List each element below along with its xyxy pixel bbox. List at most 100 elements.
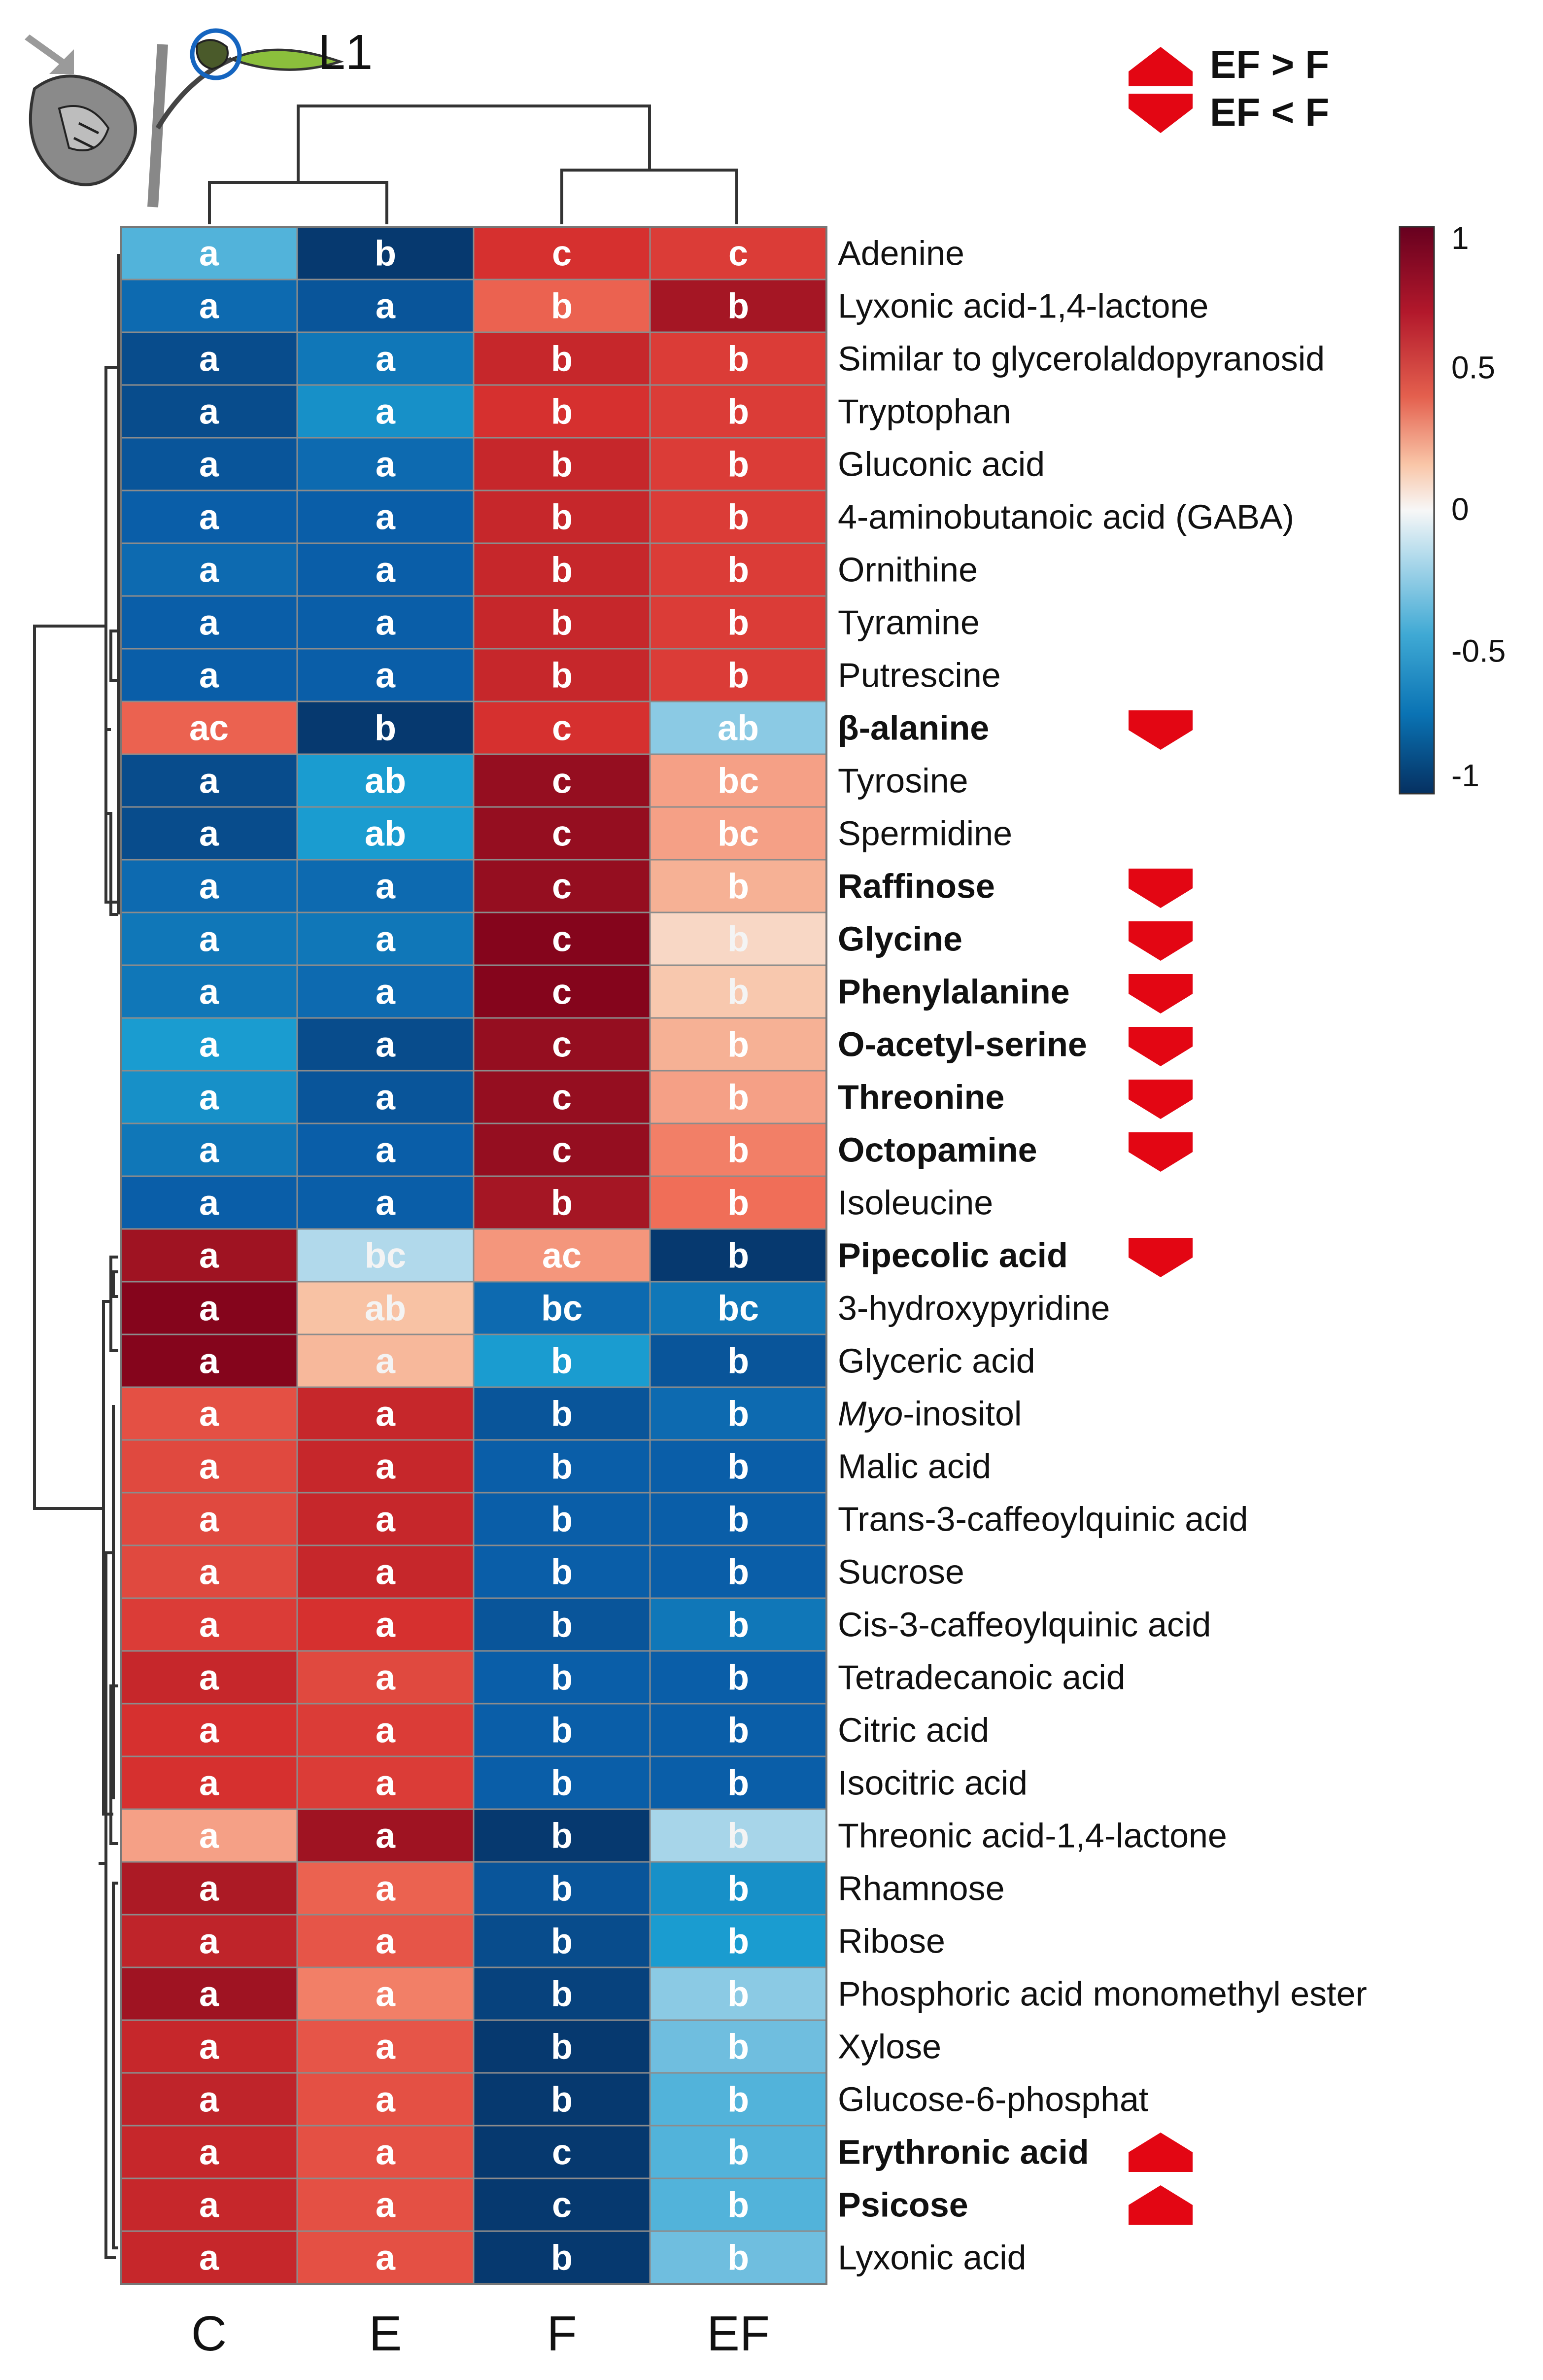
cell-letter: ac — [189, 709, 229, 748]
heatmap-cell — [296, 384, 475, 439]
heatmap-cell — [296, 806, 475, 861]
cell-letter: a — [376, 1395, 396, 1434]
cell-letter: b — [727, 2239, 749, 2278]
heatmap-cell — [649, 1228, 827, 1283]
heatmap-cell — [296, 1650, 475, 1705]
row-label: Psicose — [838, 2186, 968, 2224]
cell-letter: bc — [718, 762, 759, 801]
row-label: Ornithine — [838, 551, 978, 589]
cell-letter: b — [551, 1764, 573, 1803]
cell-letter: a — [199, 1869, 219, 1909]
cell-letter: b — [727, 1236, 749, 1276]
cell-letter: a — [199, 1447, 219, 1487]
cell-letter: c — [552, 1025, 572, 1065]
cell-letter: a — [376, 287, 396, 326]
cell-letter: b — [727, 1342, 749, 1381]
cell-letter: b — [727, 1447, 749, 1487]
heatmap-cell — [296, 1386, 475, 1441]
row-label: Adenine — [838, 234, 964, 273]
cell-letter: b — [551, 1869, 573, 1909]
row-label: Lyxonic acid-1,4-lactone — [838, 287, 1208, 325]
heatmap-cell — [473, 1070, 651, 1124]
cell-letter: a — [199, 2080, 219, 2120]
cell-letter: a — [199, 1131, 219, 1170]
row-labels: Adenine Lyxonic acid-1,4-lactone Similar t… — [838, 234, 1367, 2277]
panel-label: L1 — [318, 25, 373, 80]
heatmap-cell — [649, 1808, 827, 1863]
cell-letter: b — [551, 2239, 573, 2278]
cell-letter: a — [199, 1975, 219, 2014]
cell-letter: a — [376, 392, 396, 432]
cell-letter: b — [551, 1817, 573, 1856]
row-label: Gluconic acid — [838, 445, 1045, 484]
cell-letter: a — [199, 498, 219, 537]
cell-letter: a — [199, 551, 219, 590]
heatmap-cell — [473, 1544, 651, 1599]
heatmap-cell — [473, 1281, 651, 1335]
row-label: Sucrose — [838, 1553, 964, 1591]
heatmap-cell — [296, 1070, 475, 1124]
scale-tick-label: 0.5 — [1451, 350, 1495, 385]
cell-letter: a — [199, 1236, 219, 1276]
heatmap-cell — [473, 648, 651, 702]
cell-letter: b — [551, 340, 573, 379]
heatmap-cell — [296, 595, 475, 650]
heatmap-cell — [296, 542, 475, 597]
heatmap-cell — [649, 2230, 827, 2285]
heatmap-cell — [473, 859, 651, 913]
cell-letter: b — [727, 1711, 749, 1750]
down-arrow-icon — [1129, 1080, 1193, 1119]
cell-letter: b — [551, 1975, 573, 2014]
cell-letter: b — [551, 1342, 573, 1381]
heatmap-cell — [649, 1703, 827, 1757]
down-arrow-icon — [1129, 710, 1193, 750]
cell-letter: a — [199, 1922, 219, 1961]
heatmap-cell — [649, 384, 827, 439]
cell-letter: b — [727, 973, 749, 1012]
cell-letter: b — [551, 1711, 573, 1750]
cell-letter: b — [727, 1131, 749, 1170]
row-markers — [1129, 710, 1193, 2225]
cell-letter: a — [199, 1342, 219, 1381]
heatmap-cell — [120, 2125, 298, 2179]
row-label: Citric acid — [838, 1711, 989, 1750]
heatmap-cell — [296, 1333, 475, 1388]
cell-letter: b — [727, 392, 749, 432]
cell-letter: b — [551, 1395, 573, 1434]
cell-letter: ab — [365, 814, 406, 854]
heatmap-cell — [649, 331, 827, 386]
cell-letter: a — [376, 2080, 396, 2120]
heatmap-cell — [473, 2230, 651, 2285]
heatmap-cell — [120, 1755, 298, 1810]
cell-letter: ab — [718, 709, 759, 748]
heatmap-cell — [649, 279, 827, 333]
cell-letter: b — [727, 2080, 749, 2120]
down-arrow-icon — [1129, 869, 1193, 908]
heatmap-cell — [649, 1492, 827, 1546]
row-label: Spermidine — [838, 814, 1012, 853]
row-label: Putrescine — [838, 656, 1001, 695]
row-label: Xylose — [838, 2028, 941, 2066]
color-scale: 1 0.5 0 -0.5 -1 — [1399, 220, 1506, 795]
heatmap-cell — [473, 331, 651, 386]
heatmap-cell — [296, 911, 475, 966]
heatmap-cell — [649, 753, 827, 808]
cell-letter: b — [551, 656, 573, 696]
cell-letter: b — [727, 1658, 749, 1698]
cell-letter: a — [376, 2239, 396, 2278]
row-label: Malic acid — [838, 1447, 991, 1486]
heatmap-cell — [473, 1861, 651, 1916]
row-label: Pipecolic acid — [838, 1236, 1068, 1275]
heatmap-cell — [649, 2072, 827, 2127]
heatmap-cell — [649, 2125, 827, 2179]
heatmap-cell — [120, 1070, 298, 1124]
cell-letter: c — [552, 1131, 572, 1170]
cell-letter: a — [199, 973, 219, 1012]
cell-letter: a — [376, 1025, 396, 1065]
cell-letter: b — [727, 1025, 749, 1065]
heatmap-cell — [649, 1861, 827, 1916]
cell-letter: a — [199, 1764, 219, 1803]
heatmap-cell — [120, 2230, 298, 2285]
cell-letter: b — [551, 287, 573, 326]
